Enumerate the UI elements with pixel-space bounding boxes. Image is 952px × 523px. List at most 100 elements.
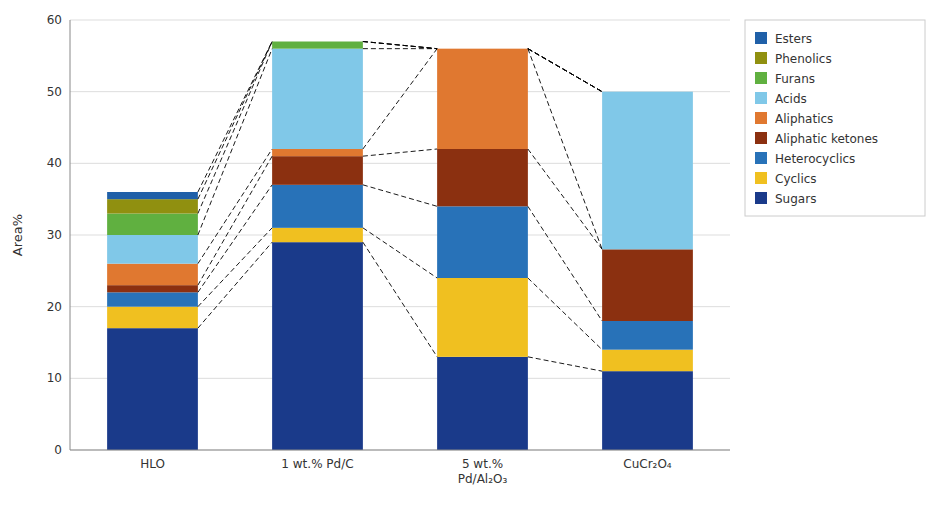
legend-label: Phenolics [775, 52, 832, 66]
x-tick-label-line: CuCr₂O₄ [623, 457, 672, 471]
bar-segment [437, 278, 528, 357]
connector-line [363, 228, 437, 278]
legend-swatch [755, 72, 767, 84]
bar-segment [107, 285, 198, 292]
bar-segment [437, 48, 528, 49]
x-tick-label: 5 wt.%Pd/Al₂O₃ [458, 457, 508, 486]
connector-line [528, 149, 602, 249]
connector-line [363, 242, 437, 357]
bar-segment [107, 292, 198, 306]
plot-area [107, 42, 693, 451]
legend-label: Esters [775, 32, 812, 46]
bar-segment [602, 350, 693, 372]
connector-line [198, 42, 272, 200]
y-axis [70, 20, 71, 450]
bar-segment [272, 242, 363, 450]
bar-segment [272, 49, 363, 149]
legend-label: Sugars [775, 192, 816, 206]
bar-segment [107, 214, 198, 236]
bar-segment [272, 42, 363, 49]
connector-line [363, 48, 437, 49]
bar-segment [602, 371, 693, 450]
x-tick-label: HLO [140, 457, 165, 471]
bar-segment [272, 41, 363, 42]
legend-label: Aliphatics [775, 112, 833, 126]
bar-segment [437, 48, 528, 49]
connector-line [363, 42, 437, 49]
bar-segment [437, 49, 528, 149]
y-tick-label: 10 [47, 371, 62, 385]
bar-segment [437, 48, 528, 49]
bar-segment [437, 48, 528, 49]
y-tick-label: 30 [47, 228, 62, 242]
connector-line [528, 49, 602, 92]
connector-line [198, 49, 272, 235]
bar-segment [272, 156, 363, 185]
connector-line [363, 42, 437, 49]
bar-segment [602, 249, 693, 321]
legend-label: Furans [775, 72, 815, 86]
x-tick-label-line: 5 wt.% [462, 457, 503, 471]
bar-segment [602, 91, 693, 92]
bar-segment [602, 321, 693, 350]
connector-line [528, 206, 602, 321]
connector-line [528, 49, 602, 92]
y-tick-label: 40 [47, 156, 62, 170]
legend-label: Cyclics [775, 172, 817, 186]
y-axis-label: Area% [10, 214, 25, 256]
legend-label: Aliphatic ketones [775, 132, 878, 146]
bar-segment [272, 41, 363, 42]
connector-line [363, 149, 437, 156]
legend-swatch [755, 112, 767, 124]
x-tick-label-line: HLO [140, 457, 165, 471]
connector-line [198, 242, 272, 328]
x-tick-label: 1 wt.% Pd/C [281, 457, 353, 471]
connector-line [528, 49, 602, 92]
connector-line [528, 357, 602, 371]
bar-segment [107, 192, 198, 199]
connector-line [363, 49, 437, 149]
grid-line [70, 450, 730, 451]
legend-swatch [755, 32, 767, 44]
bar-segment [107, 328, 198, 450]
connector-line [198, 42, 272, 214]
y-tick-label: 50 [47, 85, 62, 99]
legend-swatch [755, 92, 767, 104]
grid-line [70, 20, 730, 21]
x-axis [70, 450, 730, 451]
legend-swatch [755, 132, 767, 144]
connector-line [363, 185, 437, 207]
bar-segment [437, 206, 528, 278]
legend-label: Acids [775, 92, 807, 106]
x-tick-label-line: 1 wt.% Pd/C [281, 457, 353, 471]
connector-line [363, 42, 437, 49]
bar-segment [602, 91, 693, 92]
legend-frame [745, 20, 925, 216]
y-tick-label: 0 [54, 443, 62, 457]
connector-line [198, 149, 272, 264]
legend-swatch [755, 152, 767, 164]
y-tick-label: 60 [47, 13, 62, 27]
bar-segment [107, 235, 198, 264]
bar-segment [272, 228, 363, 242]
bar-segment [272, 185, 363, 228]
bar-segment [107, 199, 198, 213]
connector-line [198, 185, 272, 293]
legend-swatch [755, 172, 767, 184]
y-tick-label: 20 [47, 300, 62, 314]
x-tick-label: CuCr₂O₄ [623, 457, 672, 471]
connector-line [528, 49, 602, 92]
connector-line [198, 228, 272, 307]
legend-swatch [755, 192, 767, 204]
bar-segment [437, 357, 528, 450]
connector-line [198, 42, 272, 193]
bar-segment [602, 91, 693, 92]
connector-line [528, 49, 602, 250]
bar-segment [272, 149, 363, 156]
bar-segment [107, 307, 198, 329]
connector-line [528, 278, 602, 350]
legend: Esters Phenolics Furans Acids Aliphatics Alip… [745, 20, 925, 216]
bar-segment [602, 92, 693, 250]
legend-label: Heterocyclics [775, 152, 855, 166]
chart: 0 10 20 30 40 50 60 HLO 1 wt.% Pd/C 5 wt.%Pd/Al₂O… [0, 0, 952, 523]
